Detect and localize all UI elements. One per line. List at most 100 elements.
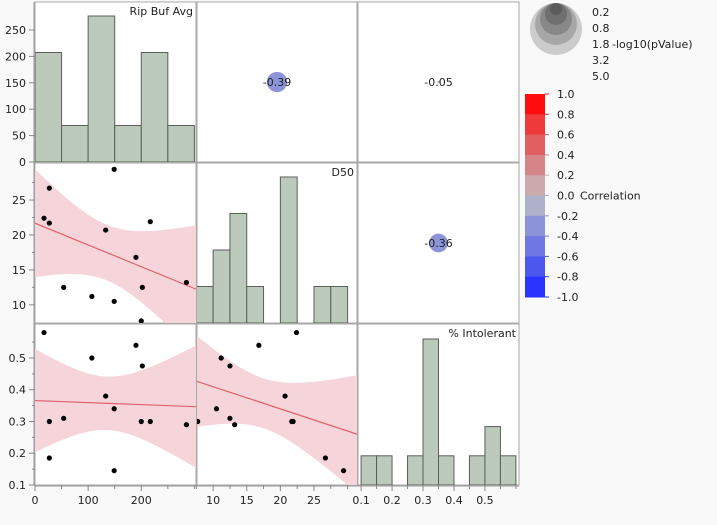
- data-point: [256, 342, 262, 348]
- confidence-band: [197, 336, 357, 485]
- correlation-color-swatch: [525, 215, 545, 237]
- histogram-bar: [212, 249, 231, 323]
- histogram-bar: [87, 15, 116, 162]
- histogram-bar: [197, 286, 214, 323]
- data-point: [41, 215, 47, 221]
- data-point: [61, 284, 67, 290]
- correlation-color-swatch: [525, 175, 545, 196]
- histogram-2: [360, 338, 517, 485]
- color-legend-label: 0.2: [557, 169, 575, 182]
- y-tick-label: 20: [12, 229, 26, 242]
- x-tick-label: 0.2: [383, 494, 401, 507]
- correlation-color-swatch: [525, 134, 545, 156]
- x-tick-label: 200: [131, 494, 152, 507]
- data-point: [340, 468, 347, 474]
- correlation-color-swatch: [525, 276, 545, 298]
- color-legend-title: Correlation: [580, 190, 641, 203]
- data-point: [111, 406, 117, 412]
- histogram-bar: [484, 426, 501, 485]
- correlation-color-swatch: [525, 114, 545, 136]
- x-tick-label: 0.5: [476, 494, 494, 507]
- fit-line: [35, 222, 196, 290]
- y-tick-label: 0.5: [9, 352, 27, 365]
- data-point: [133, 342, 139, 348]
- data-point: [138, 418, 144, 425]
- histogram-bar: [438, 455, 455, 485]
- correlation-bubble: [266, 71, 288, 93]
- histogram-bar: [114, 125, 142, 162]
- x-tick-label: 25: [307, 494, 321, 507]
- data-point: [89, 355, 95, 361]
- confidence-band: [35, 169, 196, 323]
- histogram-bar: [499, 455, 517, 485]
- y-tick-label: 0.1: [9, 479, 27, 492]
- data-point: [111, 468, 117, 474]
- data-point: [46, 455, 52, 461]
- correlation-bubble: [429, 233, 448, 253]
- fit-line: [197, 380, 357, 435]
- correlation-value: -0.36: [424, 237, 452, 250]
- y-tick-label: 0.4: [9, 384, 27, 397]
- color-legend-label: 0.4: [557, 149, 575, 162]
- correlation-color-swatch: [525, 236, 545, 257]
- y-tick-label: 200: [5, 50, 26, 63]
- histogram-bar: [313, 286, 332, 323]
- color-legend-label: 0.0: [557, 190, 575, 203]
- data-point: [227, 415, 233, 421]
- color-legend-label: -0.4: [557, 230, 578, 243]
- correlation-value: -0.05: [424, 76, 452, 89]
- data-point: [183, 279, 190, 286]
- data-point: [133, 254, 139, 260]
- correlation-value: -0.39: [263, 76, 291, 89]
- pvalue-legend-label: 5.0: [592, 70, 610, 83]
- color-legend-label: -1.0: [557, 291, 578, 304]
- color-legend-label: 0.6: [557, 129, 575, 142]
- data-point: [139, 284, 145, 290]
- x-tick-label: 0: [32, 494, 39, 507]
- scatter-panel-2-0: [35, 329, 196, 474]
- x-tick-label: 15: [240, 494, 254, 507]
- histogram-bar: [61, 125, 89, 162]
- data-point: [227, 363, 233, 369]
- data-point: [41, 329, 47, 336]
- pvalue-size-circle: [550, 3, 562, 15]
- histogram-bar: [140, 52, 169, 162]
- data-point: [197, 418, 201, 425]
- x-tick-label: 0.1: [352, 494, 370, 507]
- x-tick-label: 20: [273, 494, 287, 507]
- x-tick-label: 0.4: [445, 494, 463, 507]
- pvalue-size-circle: [530, 3, 582, 55]
- pvalue-size-circle: [540, 3, 572, 35]
- histogram-bar: [407, 455, 424, 485]
- data-point: [111, 166, 117, 172]
- variable-label: % Intolerant: [448, 327, 516, 340]
- correlation-color-swatch: [525, 195, 545, 217]
- histogram-bar: [360, 455, 378, 485]
- data-point: [213, 406, 220, 412]
- pvalue-size-circle: [545, 3, 567, 25]
- color-legend-label: -0.8: [557, 271, 578, 284]
- y-tick-label: 0.2: [9, 447, 27, 460]
- pvalue-legend-label: 0.2: [592, 6, 610, 19]
- histogram-bar: [330, 286, 349, 323]
- histogram-bar: [422, 338, 439, 485]
- histogram-bar: [35, 52, 63, 162]
- histogram-bar: [167, 125, 195, 162]
- data-point: [61, 415, 67, 421]
- data-point: [46, 220, 52, 226]
- data-point: [111, 298, 117, 304]
- data-point: [89, 293, 95, 300]
- histogram-bar: [376, 455, 393, 485]
- x-tick-label: 0.3: [414, 494, 432, 507]
- color-legend-label: 1.0: [557, 88, 575, 101]
- data-point: [138, 318, 144, 323]
- y-tick-label: 0.3: [9, 415, 27, 428]
- y-tick-label: 100: [5, 103, 26, 116]
- color-legend-label: -0.6: [557, 250, 578, 263]
- y-tick-label: 250: [5, 24, 26, 37]
- y-tick-label: 15: [12, 264, 26, 277]
- y-tick-label: 50: [12, 130, 26, 143]
- y-tick-label: 10: [12, 299, 26, 312]
- scatter-panel-2-1: [197, 329, 357, 485]
